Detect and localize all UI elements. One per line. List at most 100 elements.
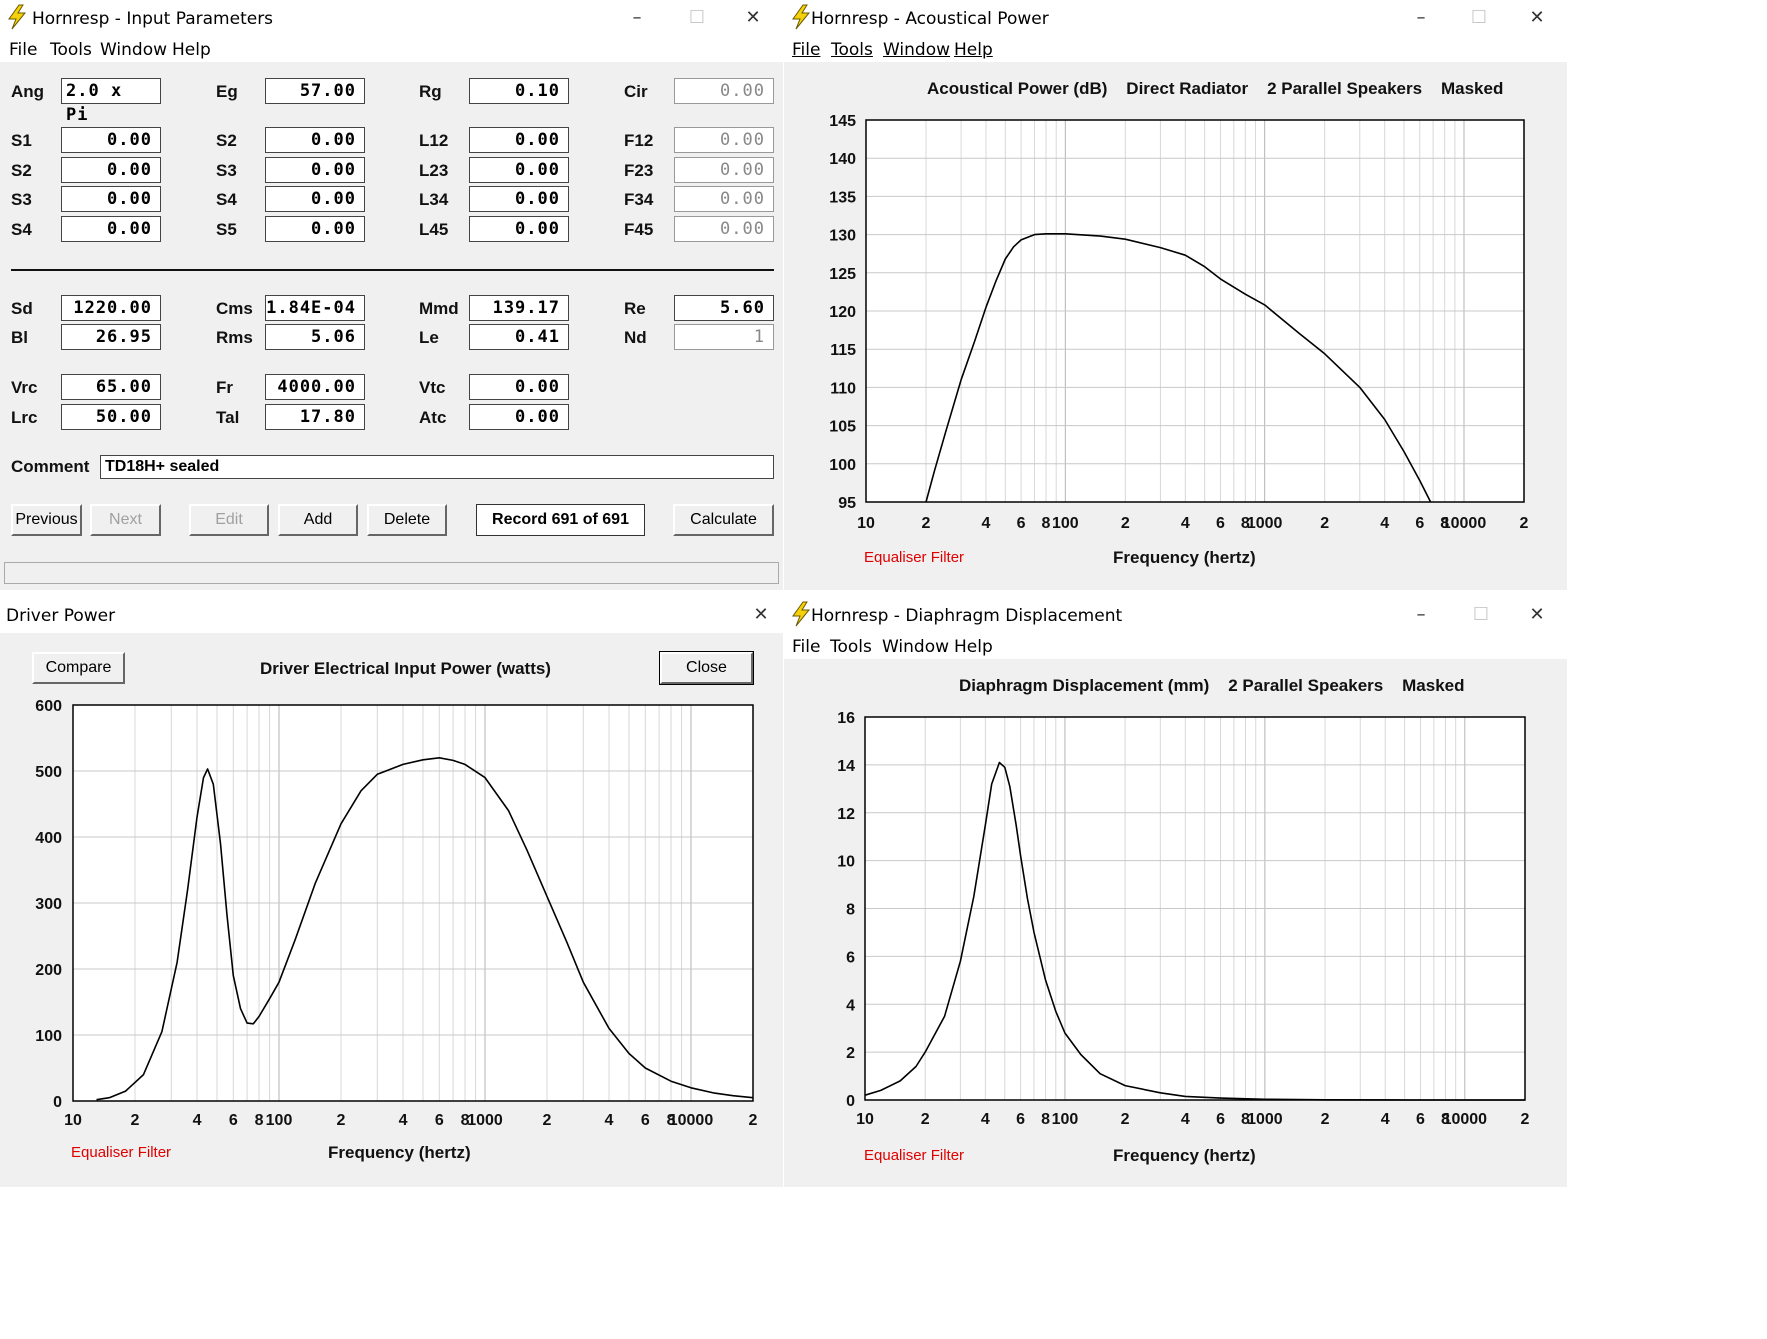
y-tick-label: 135: [829, 189, 856, 206]
menu-file[interactable]: File: [792, 637, 821, 657]
param-field-rms[interactable]: 5.06: [265, 324, 365, 350]
menu-help[interactable]: Help: [954, 40, 993, 60]
close-icon[interactable]: ✕: [1529, 604, 1545, 625]
comment-field[interactable]: TD18H+ sealed: [100, 455, 774, 479]
close-icon[interactable]: ✕: [753, 604, 769, 625]
param-field-rg[interactable]: 0.10: [469, 78, 569, 104]
param-label-s1: S1: [11, 131, 32, 150]
param-label-ang: Ang: [11, 82, 45, 101]
param-field-l12[interactable]: 0.00: [469, 127, 569, 153]
param-field-eg[interactable]: 57.00: [265, 78, 365, 104]
y-tick-label: 95: [838, 495, 856, 512]
minimize-icon[interactable]: –: [1416, 604, 1426, 625]
lightning-bolt-icon: [792, 4, 811, 30]
calculate-button[interactable]: Calculate: [673, 504, 774, 536]
param-label-s4: S4: [216, 190, 237, 209]
x-tick-label: 6: [435, 1112, 444, 1129]
y-tick-label: 10: [837, 854, 855, 871]
previous-button[interactable]: Previous: [11, 504, 82, 536]
param-field-sd[interactable]: 1220.00: [61, 295, 161, 321]
param-field-s2[interactable]: 0.00: [265, 127, 365, 153]
compare-button[interactable]: Compare: [32, 652, 125, 684]
param-field-s2-left[interactable]: 0.00: [61, 157, 161, 183]
param-field-s3-left[interactable]: 0.00: [61, 186, 161, 212]
param-label-l12: L12: [419, 131, 449, 150]
menu-window[interactable]: Window: [100, 40, 168, 60]
y-tick-label: 0: [846, 1093, 855, 1110]
param-field-l23[interactable]: 0.00: [469, 157, 569, 183]
x-tick-label: 4: [399, 1112, 408, 1129]
x-tick-label: 6: [641, 1112, 650, 1129]
x-tick-label: 2: [1321, 1111, 1330, 1128]
param-field-mmd[interactable]: 139.17: [469, 295, 569, 321]
menu-file[interactable]: File: [792, 40, 821, 60]
window-title: Hornresp - Acoustical Power: [811, 9, 1049, 29]
chart-title: Acoustical Power (dB) Direct Radiator 2 …: [927, 79, 1504, 98]
x-tick-label: 4: [193, 1112, 202, 1129]
x-tick-label: 10: [64, 1112, 82, 1129]
close-icon[interactable]: ✕: [1529, 7, 1545, 28]
add-button[interactable]: Add: [278, 504, 358, 536]
param-field-cms[interactable]: 1.84E-04: [265, 295, 365, 321]
param-label-f34: F34: [624, 190, 654, 209]
menu-tools[interactable]: Tools: [830, 637, 872, 657]
param-field-re[interactable]: 5.60: [674, 295, 774, 321]
param-field-le[interactable]: 0.41: [469, 324, 569, 350]
param-label-s3-left: S3: [11, 190, 32, 209]
param-field-nd[interactable]: 1: [674, 324, 774, 350]
param-field-tal[interactable]: 17.80: [265, 404, 365, 430]
minimize-icon[interactable]: –: [1416, 7, 1426, 28]
param-field-lrc[interactable]: 50.00: [61, 404, 161, 430]
x-tick-label: 4: [981, 1111, 990, 1128]
param-label-lrc: Lrc: [11, 408, 38, 427]
param-label-rms: Rms: [216, 328, 253, 347]
y-tick-label: 115: [830, 342, 856, 359]
menu-tools[interactable]: Tools: [831, 40, 873, 60]
x-axis-label: Frequency (hertz): [1113, 548, 1256, 567]
param-field-f34: 0.00: [674, 186, 774, 212]
menu-help[interactable]: Help: [172, 40, 211, 60]
param-label-f23: F23: [624, 161, 654, 180]
equaliser-filter-link[interactable]: Equaliser Filter: [864, 1147, 965, 1164]
chart-title: Driver Electrical Input Power (watts): [260, 659, 551, 678]
x-tick-label: 2: [1520, 515, 1529, 532]
maximize-icon: ☐: [688, 7, 706, 28]
param-field-vtc[interactable]: 0.00: [469, 374, 569, 400]
param-field-fr[interactable]: 4000.00: [265, 374, 365, 400]
close-button[interactable]: Close: [659, 651, 754, 685]
title-bar: Hornresp - Acoustical Power – ☐ ✕: [784, 0, 1567, 36]
param-field-s4[interactable]: 0.00: [265, 186, 365, 212]
equaliser-filter-link[interactable]: Equaliser Filter: [864, 549, 965, 566]
x-tick-label: 2: [1121, 515, 1130, 532]
y-tick-label: 8: [846, 902, 855, 919]
param-field-l34[interactable]: 0.00: [469, 186, 569, 212]
param-field-s1[interactable]: 0.00: [61, 127, 161, 153]
menu-window[interactable]: Window: [883, 40, 951, 60]
delete-button[interactable]: Delete: [367, 504, 447, 536]
param-field-bl[interactable]: 26.95: [61, 324, 161, 350]
separator-line: [11, 269, 774, 271]
param-label-vrc: Vrc: [11, 378, 38, 397]
y-tick-label: 130: [829, 228, 856, 245]
param-label-vtc: Vtc: [419, 378, 446, 397]
param-field-atc[interactable]: 0.00: [469, 404, 569, 430]
input-parameters-window: Hornresp - Input Parameters – ☐ ✕ File T…: [0, 0, 783, 590]
close-icon[interactable]: ✕: [745, 7, 761, 28]
menu-tools[interactable]: Tools: [50, 40, 92, 60]
x-tick-label: 2: [1121, 1111, 1130, 1128]
param-field-s4-left[interactable]: 0.00: [61, 216, 161, 242]
param-field-s5[interactable]: 0.00: [265, 216, 365, 242]
menu-window[interactable]: Window: [882, 637, 950, 657]
menu-help[interactable]: Help: [954, 637, 993, 657]
equaliser-filter-link[interactable]: Equaliser Filter: [71, 1144, 172, 1161]
menu-file[interactable]: File: [9, 40, 38, 60]
param-field-l45[interactable]: 0.00: [469, 216, 569, 242]
minimize-icon[interactable]: –: [632, 7, 642, 28]
param-field-s3[interactable]: 0.00: [265, 157, 365, 183]
param-field-vrc[interactable]: 65.00: [61, 374, 161, 400]
param-label-tal: Tal: [216, 408, 240, 427]
param-field-ang[interactable]: 2.0 x Pi: [61, 78, 161, 125]
diaphragm-displacement-window: Hornresp - Diaphragm Displacement – ☐ ✕ …: [784, 597, 1567, 1187]
plot-border: [864, 716, 1526, 1101]
